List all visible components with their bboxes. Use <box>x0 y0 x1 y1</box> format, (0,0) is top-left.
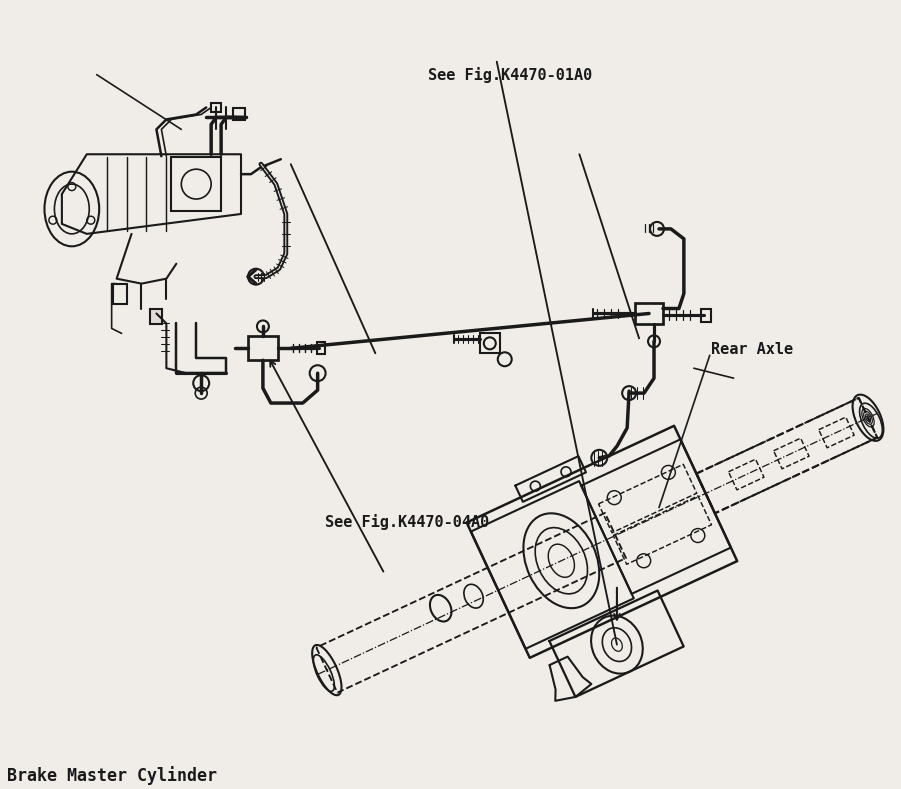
Text: See Fig.K4470-04A0: See Fig.K4470-04A0 <box>325 514 489 530</box>
Text: Brake Master Cylinder: Brake Master Cylinder <box>6 765 216 784</box>
Polygon shape <box>150 308 162 324</box>
Text: Rear Axle: Rear Axle <box>711 342 793 357</box>
Text: See Fig.K4470-01A0: See Fig.K4470-01A0 <box>428 67 592 83</box>
